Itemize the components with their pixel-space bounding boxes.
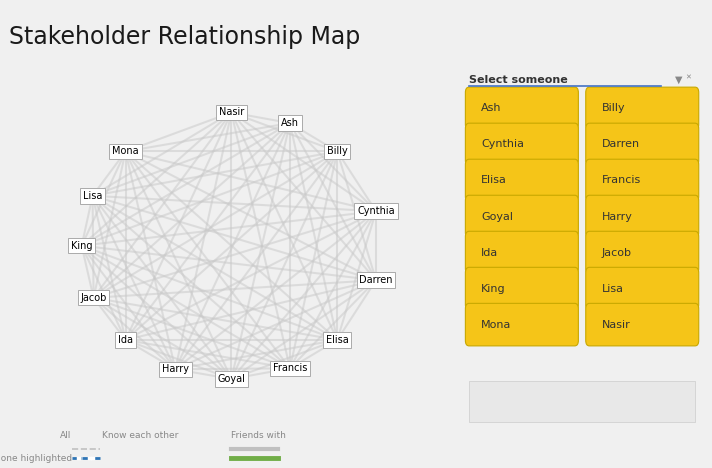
Text: Nasir: Nasir [219,108,244,117]
FancyBboxPatch shape [586,303,698,346]
Text: None highlighted: None highlighted [0,453,72,463]
Text: Know each other: Know each other [102,431,178,440]
FancyBboxPatch shape [466,231,578,274]
FancyBboxPatch shape [466,267,578,310]
Text: Jacob: Jacob [602,248,632,257]
FancyBboxPatch shape [466,123,578,166]
Text: Ida: Ida [118,335,133,345]
Text: ✕: ✕ [685,74,691,80]
Text: ▼: ▼ [676,74,683,85]
Text: All: All [61,431,72,440]
FancyBboxPatch shape [586,231,698,274]
Text: Nasir: Nasir [602,320,630,329]
Text: Billy: Billy [327,146,347,156]
Text: Francis: Francis [273,363,307,373]
FancyBboxPatch shape [466,159,578,202]
Text: Friends with: Friends with [231,431,286,440]
FancyBboxPatch shape [586,195,698,238]
Text: Lisa: Lisa [83,191,103,201]
Text: Elisa: Elisa [326,335,349,345]
Text: Harry: Harry [162,364,189,374]
Text: Goyal: Goyal [217,374,246,384]
Text: Cynthia: Cynthia [357,206,395,216]
Text: Darren: Darren [602,139,640,149]
FancyBboxPatch shape [466,195,578,238]
FancyBboxPatch shape [586,159,698,202]
Text: Ash: Ash [281,118,299,128]
Bar [469,381,695,422]
Text: Mona: Mona [112,146,139,156]
Text: Ash: Ash [481,103,502,113]
FancyBboxPatch shape [586,267,698,310]
FancyBboxPatch shape [586,87,698,130]
FancyBboxPatch shape [586,123,698,166]
Text: Goyal: Goyal [481,212,513,221]
Text: Cynthia: Cynthia [481,139,524,149]
FancyBboxPatch shape [466,303,578,346]
Text: Harry: Harry [602,212,632,221]
Text: Lisa: Lisa [602,284,624,293]
Text: Mona: Mona [481,320,512,329]
Text: Select someone: Select someone [469,74,567,85]
Text: Stakeholder Relationship Map: Stakeholder Relationship Map [9,25,360,49]
Text: Elisa: Elisa [481,176,507,185]
Text: Billy: Billy [602,103,625,113]
Text: King: King [481,284,506,293]
Text: Francis: Francis [602,176,641,185]
Text: Darren: Darren [360,275,393,285]
Text: King: King [71,241,93,251]
FancyBboxPatch shape [466,87,578,130]
Text: Jacob: Jacob [80,293,107,303]
Text: Ida: Ida [481,248,498,257]
